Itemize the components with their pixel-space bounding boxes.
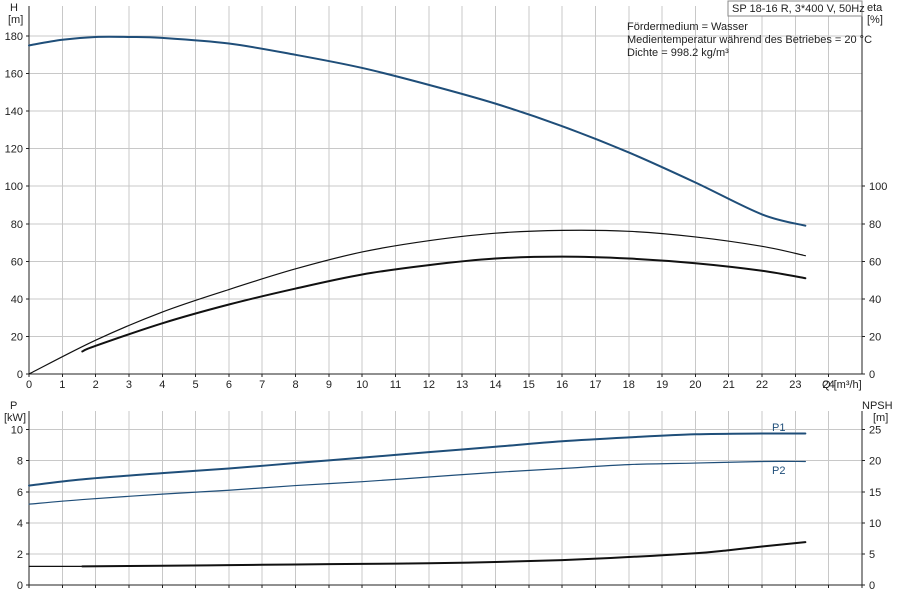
bottom-left-tick-label: 6	[17, 487, 23, 499]
bottom-left-axis-unit: [kW]	[4, 412, 26, 424]
top-x-tick-label: 2	[93, 379, 99, 391]
top-x-tick-label: 15	[523, 379, 535, 391]
top-x-tick-label: 24	[823, 379, 835, 391]
top-left-tick-label: 40	[11, 294, 23, 306]
series-line-bottom-curve-4	[81, 541, 807, 568]
top-x-tick-label: 7	[259, 379, 265, 391]
series-line-top-curve-2	[28, 229, 806, 375]
top-x-tick-label: 3	[126, 379, 132, 391]
top-x-tick-label: 16	[556, 379, 568, 391]
top-panel-grid	[28, 6, 863, 375]
info-line-1: Fördermedium = Wasser	[627, 21, 748, 33]
top-x-axis-label: Q [m³/h]	[822, 379, 862, 391]
top-x-tick-label: 0	[26, 379, 32, 391]
bottom-panel-series	[28, 432, 807, 568]
top-x-tick-label: 10	[356, 379, 368, 391]
info-line-2: Medientemperatur während des Betriebes =…	[627, 34, 872, 46]
bottom-left-tick-label: 0	[17, 580, 23, 592]
top-x-tick-label: 9	[326, 379, 332, 391]
series-line-top-curve-3	[81, 255, 807, 353]
bottom-panel-grid	[28, 411, 863, 586]
bottom-right-tick-label: 20	[869, 456, 881, 468]
model-box	[727, 0, 863, 17]
bottom-left-tick-label: 8	[17, 456, 23, 468]
top-left-tick-label: 160	[5, 69, 23, 81]
series-label-p1: P1	[772, 422, 785, 434]
bottom-left-tick-label: 4	[17, 518, 23, 530]
bottom-left-tick-label: 2	[17, 549, 23, 561]
bottom-right-axis-unit: [m]	[873, 412, 888, 424]
top-x-tick-label: 22	[756, 379, 768, 391]
bottom-right-axis-label: NPSH	[862, 400, 893, 412]
bottom-right-tick-label: 15	[869, 487, 881, 499]
top-x-tick-label: 19	[656, 379, 668, 391]
top-x-tick-label: 5	[193, 379, 199, 391]
series-line-p1	[28, 432, 807, 487]
bottom-left-axis-label: P	[10, 400, 17, 412]
top-right-tick-label: 100	[869, 181, 887, 193]
top-x-tick-label: 8	[292, 379, 298, 391]
top-x-tick-label: 21	[723, 379, 735, 391]
info-line-3: Dichte = 998.2 kg/m³	[627, 47, 729, 59]
top-left-tick-label: 20	[11, 331, 23, 343]
bottom-panel-axes: 0 2 4 6 8 10 0 5 10 15 20 25	[11, 411, 881, 592]
top-left-tick-label: 0	[17, 369, 23, 381]
series-line-top-curve-1	[28, 35, 807, 227]
top-left-tick-label: 60	[11, 256, 23, 268]
top-x-tick-label: 4	[159, 379, 165, 391]
series-line-p2	[28, 460, 806, 505]
top-x-tick-label: 12	[423, 379, 435, 391]
top-x-tick-label: 6	[226, 379, 232, 391]
top-right-tick-label: 0	[869, 369, 875, 381]
top-left-tick-label: 120	[5, 144, 23, 156]
bottom-left-tick-label: 10	[11, 425, 23, 437]
top-left-tick-label: 100	[5, 181, 23, 193]
top-right-axis-unit: [%]	[867, 14, 883, 26]
top-x-tick-label: 17	[589, 379, 601, 391]
top-right-tick-label: 80	[869, 219, 881, 231]
top-x-tick-label: 18	[623, 379, 635, 391]
top-right-tick-label: 60	[869, 256, 881, 268]
top-left-tick-label: 80	[11, 219, 23, 231]
top-right-axis-label: eta	[867, 2, 883, 14]
top-panel-series	[28, 35, 807, 375]
top-left-tick-label: 180	[5, 31, 23, 43]
top-right-tick-label: 20	[869, 331, 881, 343]
top-left-tick-label: 140	[5, 106, 23, 118]
bottom-right-tick-label: 5	[869, 549, 875, 561]
top-x-tick-label: 20	[689, 379, 701, 391]
top-right-tick-label: 40	[869, 294, 881, 306]
top-x-tick-label: 1	[59, 379, 65, 391]
top-left-axis-unit: [m]	[8, 14, 23, 26]
bottom-right-tick-label: 0	[869, 580, 875, 592]
top-x-tick-label: 23	[789, 379, 801, 391]
top-x-tick-label: 11	[390, 379, 401, 391]
bottom-right-tick-label: 10	[869, 518, 881, 530]
top-x-tick-label: 13	[456, 379, 468, 391]
series-label-p2: P2	[772, 465, 785, 477]
bottom-right-tick-label: 25	[869, 425, 881, 437]
top-left-axis-label: H	[10, 2, 18, 14]
model-title: SP 18-16 R, 3*400 V, 50Hz	[732, 3, 865, 15]
top-x-tick-label: 14	[489, 379, 501, 391]
